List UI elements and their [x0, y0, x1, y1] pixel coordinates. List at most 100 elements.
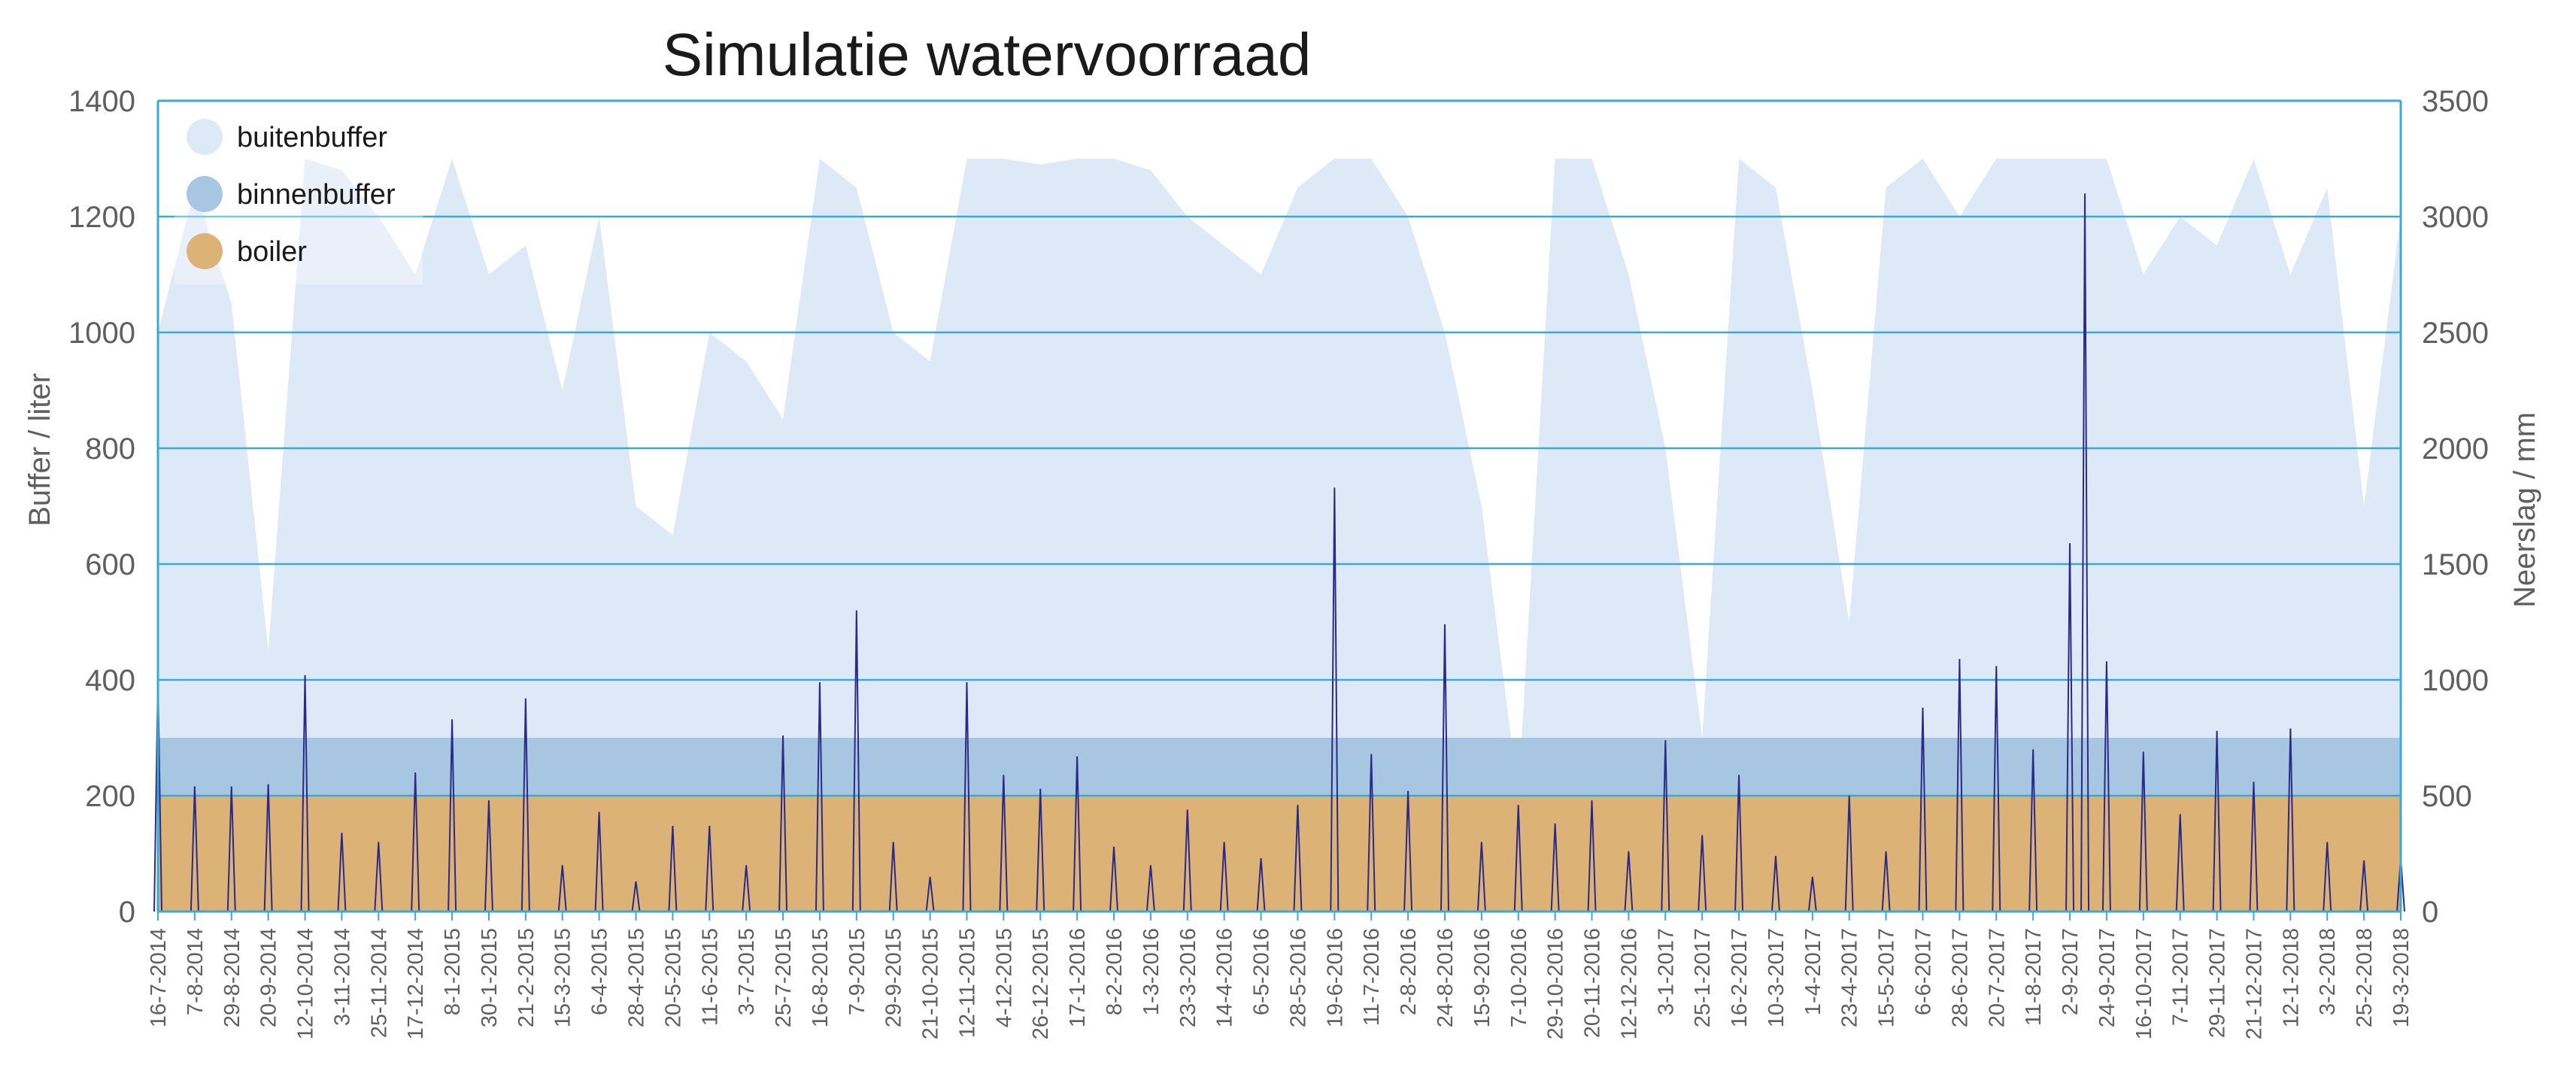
x-tick-label: 29-11-2017	[2206, 928, 2230, 1038]
precipitation-spike	[2286, 728, 2295, 912]
x-tick-label: 17-1-2016	[1066, 928, 1090, 1027]
x-tick-label: 2-9-2017	[2059, 928, 2083, 1015]
precipitation-spike	[851, 610, 861, 912]
precipitation-spike	[484, 800, 493, 912]
x-tick-label: 7-9-2015	[845, 928, 869, 1015]
precipitation-spike	[1182, 809, 1192, 912]
left-axis-title: Buffer / liter	[23, 373, 56, 526]
left-axis-ticks: 0 200 400 600 800 1000 1200 1400	[68, 85, 135, 929]
precipitation-spike	[1476, 842, 1486, 912]
x-tick-label: 28-4-2015	[625, 928, 649, 1027]
precipitation-spike	[1145, 865, 1155, 912]
precipitation-spike	[1844, 795, 1854, 912]
x-tick-label: 3-1-2017	[1654, 928, 1678, 1015]
x-tick-label: 16-8-2015	[809, 928, 833, 1027]
right-tick-label: 3500	[2422, 85, 2489, 118]
precipitation-spike	[2065, 543, 2075, 912]
precipitation-spike	[2212, 730, 2222, 912]
chart-title: Simulatie watervoorraad	[663, 21, 1312, 88]
x-tick-label: 28-6-2017	[1948, 928, 1972, 1027]
boiler-band	[158, 796, 2401, 912]
precipitation-spike	[962, 682, 972, 912]
precipitation-spike	[999, 775, 1009, 912]
legend-swatch	[187, 176, 223, 212]
precipitation-spike	[337, 833, 347, 912]
precipitation-spike	[1367, 754, 1376, 912]
precipitation-spike	[1955, 659, 1965, 912]
x-tick-label: 12-10-2014	[294, 928, 318, 1039]
left-tick-label: 400	[85, 664, 135, 697]
x-tick-label: 19-3-2018	[2389, 928, 2414, 1027]
gridlines-layer	[158, 215, 2401, 797]
precipitation-spike	[557, 865, 567, 912]
precipitation-spike	[1036, 788, 1045, 912]
x-tick-label: 23-3-2016	[1176, 928, 1200, 1027]
precipitation-spike	[705, 825, 715, 912]
right-tick-label: 2500	[2422, 317, 2489, 350]
x-tick-label: 20-5-2015	[661, 928, 685, 1027]
legend-swatch	[187, 119, 223, 155]
right-tick-label: 1500	[2422, 548, 2489, 581]
x-tick-label: 3-11-2014	[330, 928, 354, 1026]
x-tick-label: 24-9-2017	[2095, 928, 2119, 1027]
precipitation-spike	[1881, 851, 1891, 912]
precipitation-spike	[2359, 860, 2369, 912]
precipitation-spike	[1918, 707, 1928, 912]
precipitation-spike	[1624, 851, 1634, 912]
x-tick-label: 29-8-2014	[220, 928, 244, 1027]
precipitation-spike	[520, 698, 530, 912]
x-tick-label: 24-8-2016	[1434, 928, 1458, 1027]
legend-swatch	[187, 233, 223, 269]
precipitation-spike	[1073, 756, 1082, 912]
left-tick-label: 600	[85, 548, 135, 581]
left-tick-label: 800	[85, 432, 135, 466]
x-tick-label: 7-10-2016	[1507, 928, 1531, 1027]
precipitation-spike	[778, 735, 788, 912]
x-tick-label: 17-12-2014	[404, 928, 428, 1039]
x-tick-label: 6-5-2016	[1250, 928, 1274, 1015]
x-tick-label: 1-3-2016	[1139, 928, 1164, 1015]
precipitation-spike	[1256, 858, 1266, 912]
precipitation-spike	[815, 682, 824, 912]
x-tick-label: 21-2-2015	[514, 928, 539, 1027]
precipitation-layer	[153, 193, 2405, 912]
x-tick-label: 15-3-2015	[551, 928, 575, 1027]
precipitation-spike	[925, 876, 935, 912]
precipitation-spike	[374, 842, 384, 912]
x-tick-label: 19-6-2016	[1323, 928, 1347, 1027]
precipitation-spike	[1550, 823, 1560, 912]
precipitation-spike	[2249, 781, 2259, 912]
right-tick-label: 1000	[2422, 664, 2489, 697]
x-tick-label: 25-11-2014	[367, 928, 391, 1038]
x-tick-label: 20-7-2017	[1985, 928, 2009, 1027]
x-tick-label: 10-3-2017	[1764, 928, 1789, 1027]
precipitation-spike	[1992, 666, 2001, 912]
right-tick-label: 500	[2422, 780, 2472, 813]
precipitation-spike	[1807, 876, 1817, 912]
x-tick-label: 16-10-2017	[2132, 928, 2156, 1039]
legend: buitenbuffer binnenbuffer boiler	[174, 110, 423, 284]
x-tick-label: 25-1-2017	[1691, 928, 1715, 1027]
legend-label: boiler	[237, 236, 307, 268]
x-tick-label: 28-5-2016	[1286, 928, 1310, 1027]
axes-layer	[156, 99, 2402, 913]
x-tick-label: 20-9-2014	[257, 928, 281, 1027]
x-tick-label: 21-12-2017	[2243, 928, 2267, 1039]
precipitation-spike	[190, 786, 199, 912]
precipitation-spike	[1219, 842, 1229, 912]
buffer-bands-layer	[158, 738, 2401, 912]
x-tick-label: 8-1-2015	[441, 928, 465, 1015]
x-tick-label: 30-1-2015	[478, 928, 502, 1027]
precipitation-spike	[1661, 740, 1670, 912]
left-tick-label: 200	[85, 780, 135, 813]
precipitation-spike	[448, 719, 457, 912]
precipitation-spike	[411, 772, 420, 912]
precipitation-spike	[594, 811, 604, 912]
x-tick-label: 25-7-2015	[772, 928, 796, 1027]
x-tick-label: 25-2-2018	[2353, 928, 2377, 1027]
x-tick-label: 7-8-2014	[184, 928, 208, 1015]
precipitation-spike	[1698, 835, 1707, 912]
precipitation-spike	[1109, 846, 1119, 912]
x-tick-label: 21-10-2015	[919, 928, 943, 1039]
